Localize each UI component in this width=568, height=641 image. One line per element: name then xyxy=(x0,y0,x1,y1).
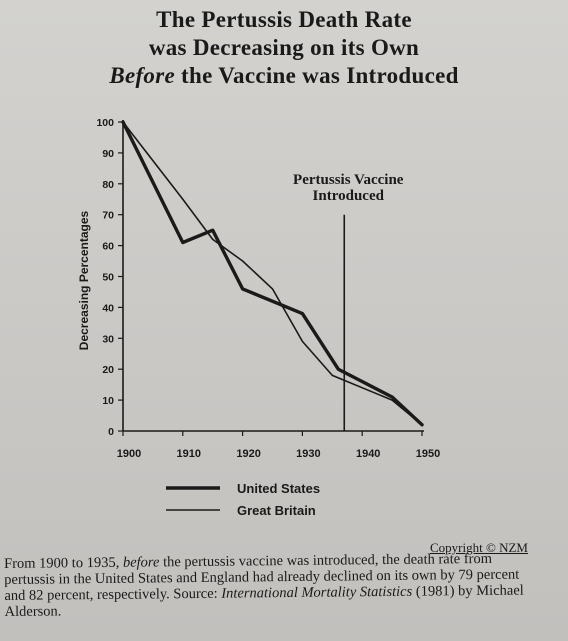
y-tick-label: 100 xyxy=(96,117,114,129)
y-tick-label: 10 xyxy=(102,395,114,407)
x-tick-label: 1900 xyxy=(117,448,141,460)
chart-legend: United States Great Britain xyxy=(166,481,320,518)
caption-source-title: International Mortality Statistics xyxy=(221,583,413,602)
legend-label: Great Britain xyxy=(237,503,316,518)
y-tick-label: 40 xyxy=(102,302,114,314)
caption: From 1900 to 1935, before the pertussis … xyxy=(4,550,533,620)
title-line-2: was Decreasing on its Own xyxy=(148,35,420,60)
y-tick-label: 60 xyxy=(102,241,114,253)
y-tick-label: 70 xyxy=(102,210,114,222)
y-tick-label: 0 xyxy=(108,426,114,438)
x-tick-label: 1910 xyxy=(177,448,201,460)
y-tick-label: 30 xyxy=(102,333,114,345)
y-tick-label: 20 xyxy=(102,364,114,376)
x-tick-label: 1920 xyxy=(236,448,260,460)
x-tick-label: 1940 xyxy=(356,448,380,460)
copyright-notice: Copyright © NZM xyxy=(430,540,528,555)
line-chart: 0 10 20 30 40 50 60 70 80 90 100 1900 1910 1920 1930 19… xyxy=(77,117,440,518)
x-tick-label: 1930 xyxy=(296,448,320,460)
y-tick-label: 90 xyxy=(102,148,114,160)
y-axis-label: Decreasing Percentages xyxy=(77,210,91,350)
caption-italic-before: before xyxy=(122,554,160,571)
legend-label: United States xyxy=(237,481,320,496)
y-tick-label: 50 xyxy=(102,272,114,284)
series-line-united-states xyxy=(121,120,424,427)
annotation-line-2: Introduced xyxy=(313,188,385,204)
chart-axes: 0 10 20 30 40 50 60 70 80 90 100 1900 1910 1920 1930 19… xyxy=(77,117,440,460)
chart-series xyxy=(121,120,424,427)
x-tick-label: 1950 xyxy=(416,448,440,460)
annotation-line-1: Pertussis Vaccine xyxy=(293,172,404,188)
caption-part-1: From 1900 to 1935, xyxy=(4,554,123,572)
series-line-great-britain xyxy=(122,121,423,426)
chart-title: The Pertussis Death Rate was Decreasing … xyxy=(20,6,548,90)
title-line-1: The Pertussis Death Rate xyxy=(156,7,412,32)
title-italic-word: Before xyxy=(109,63,175,88)
y-tick-label: 80 xyxy=(102,179,114,191)
title-line-3: Before the Vaccine was Introduced xyxy=(20,62,548,90)
title-line-3-rest: the Vaccine was Introduced xyxy=(174,63,459,88)
